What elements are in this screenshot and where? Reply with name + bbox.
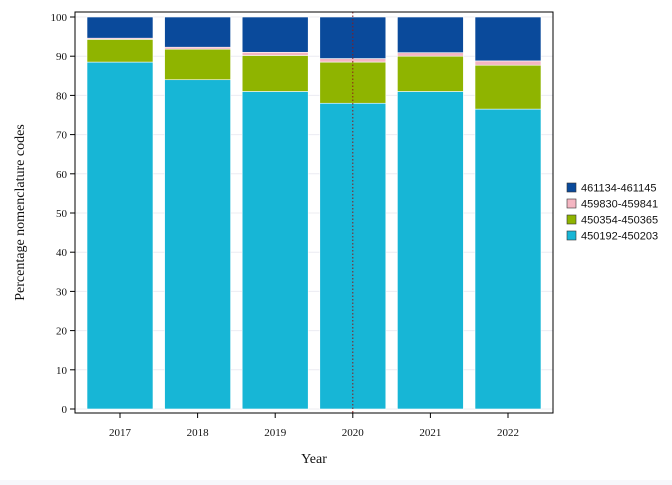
x-tick-label: 2017 — [109, 427, 132, 439]
y-tick-label: 30 — [56, 286, 68, 298]
y-tick-label: 0 — [62, 404, 68, 416]
legend-swatch — [566, 198, 577, 209]
y-tick-label: 100 — [51, 12, 68, 24]
y-axis-title: Percentage nomenclature codes — [13, 124, 28, 300]
legend-swatch — [566, 230, 577, 241]
legend-swatch — [566, 182, 577, 193]
bar-segment — [474, 16, 542, 62]
y-tick-label: 10 — [56, 365, 68, 377]
x-tick-label: 2019 — [264, 427, 287, 439]
x-tick-label: 2018 — [187, 427, 210, 439]
y-tick-label: 80 — [56, 90, 68, 102]
bar-segment — [474, 60, 542, 66]
legend-label: 459830-459841 — [581, 199, 658, 211]
x-tick-label: 2020 — [342, 427, 365, 439]
bar-segment — [397, 91, 464, 410]
y-tick-label: 20 — [56, 326, 68, 338]
bar-segment — [241, 55, 309, 92]
bar-segment — [319, 102, 387, 410]
bar-segment — [397, 52, 464, 57]
y-tick-label: 50 — [56, 208, 68, 220]
bar-segment — [86, 39, 154, 63]
legend-label: 450192-450203 — [581, 231, 658, 243]
y-tick-label: 70 — [56, 130, 68, 142]
legend-label: 450354-450365 — [581, 215, 658, 227]
bar-segment — [164, 16, 231, 48]
x-tick-label: 2021 — [419, 427, 441, 439]
x-tick-label: 2022 — [497, 427, 519, 439]
legend-swatch — [566, 214, 577, 225]
bar-segment — [474, 64, 542, 110]
x-axis-title: Year — [301, 452, 327, 467]
bar-segment — [397, 16, 464, 53]
y-tick-label: 40 — [56, 247, 68, 259]
y-tick-label: 90 — [56, 51, 68, 63]
bar-segment — [474, 108, 542, 410]
bar-segment — [241, 91, 309, 410]
bar-segment — [241, 16, 309, 53]
grid-layer — [75, 12, 553, 413]
bars-layer — [86, 16, 542, 410]
bar-segment — [86, 16, 154, 39]
bar-segment — [164, 79, 231, 410]
axes-layer: 0 10 20 30 40 50 60 70 80 90 100 2017 2018 2019 2020 20… — [51, 11, 554, 439]
bar-segment — [164, 48, 231, 81]
bar-segment — [241, 51, 309, 56]
bar-segment — [397, 55, 464, 92]
y-tick-label: 60 — [56, 169, 68, 181]
legend-label: 461134-461145 — [581, 183, 656, 195]
bar-segment — [86, 61, 154, 410]
legend: 461134-461145 459830-459841 450354-450365 4… — [566, 182, 658, 243]
